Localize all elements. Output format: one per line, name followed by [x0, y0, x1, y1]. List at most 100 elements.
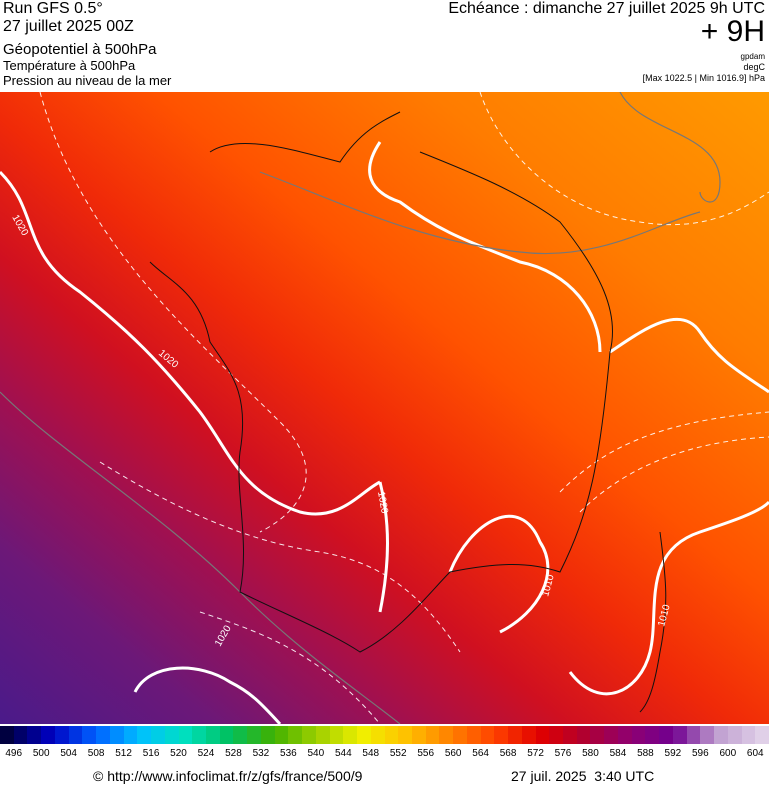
colorbar-label: 548 [362, 748, 380, 759]
colorbar-label: 532 [252, 748, 270, 759]
colorbar-label: 600 [719, 748, 737, 759]
colorbar-swatch [398, 726, 413, 744]
colorbar-label: 516 [142, 748, 160, 759]
colorbar-swatch [137, 726, 152, 744]
colorbar-label: 560 [444, 748, 462, 759]
layer: Température à 500hPa [3, 58, 136, 73]
map-overlay: 1020 1020 1020 1020 1010 1010 [0, 92, 769, 724]
colorbar-swatch [672, 726, 688, 744]
colorbar-swatch [411, 726, 427, 744]
colorbar-label: 540 [307, 748, 325, 759]
colorbar-swatch [604, 726, 619, 744]
colorbar-label: 604 [746, 748, 764, 759]
colorbar-swatch [27, 726, 42, 744]
colorbar-swatch [590, 726, 605, 744]
source-url[interactable]: © http://www.infoclimat.fr/z/gfs/france/… [93, 768, 363, 784]
colorbar-label: 504 [60, 748, 77, 759]
colorbar-label: 508 [87, 748, 105, 759]
colorbar-swatch [233, 726, 248, 744]
temperature-line [259, 171, 701, 255]
colorbar-swatch [727, 726, 743, 744]
colorbar-label: 536 [280, 748, 297, 759]
colorbar-swatch [439, 726, 454, 744]
colorbar-swatch [370, 726, 385, 744]
colorbar-swatch [288, 726, 303, 744]
colorbar-swatch [700, 726, 715, 744]
colorbar-swatch [96, 726, 111, 744]
unit: gpdam [740, 52, 765, 61]
isobar [378, 481, 389, 613]
colorbar-swatch [315, 726, 331, 744]
isobar [0, 170, 381, 516]
colorbar-swatch [302, 726, 317, 744]
colorbar-swatch [714, 726, 729, 744]
colorbar-swatch [178, 726, 193, 744]
colorbar-swatch [219, 726, 234, 744]
colorbar-label: 528 [225, 748, 242, 759]
colorbar-label: 592 [664, 748, 682, 759]
isobar [448, 514, 550, 634]
colorbar-swatch [192, 726, 207, 744]
colorbar-label: 576 [554, 748, 572, 759]
colorbar-swatch [425, 726, 440, 744]
isobar [368, 141, 602, 353]
colorbar-swatch [466, 726, 482, 744]
colorbar-label: 520 [170, 748, 187, 759]
colorbar-label: 564 [472, 748, 489, 759]
colorbar-swatch [274, 726, 289, 744]
colorbar-swatch [521, 726, 537, 744]
colorbar-swatch [576, 726, 591, 744]
colorbar-swatch [645, 726, 660, 744]
colorbar-swatch [563, 726, 578, 744]
colorbar-label: 524 [197, 748, 215, 759]
temperature-line [0, 391, 401, 724]
unit: [Max 1022.5 | Min 1016.9] hPa [642, 73, 765, 83]
layer: Pression au niveau de la mer [3, 73, 172, 88]
colorbar-swatch [13, 726, 28, 744]
colorbar-swatch [549, 726, 564, 744]
layer: Géopotentiel à 500hPa [3, 41, 157, 58]
contour-label: 1020 [213, 623, 234, 648]
colorbar-swatch [41, 726, 56, 744]
colorbar-swatch [0, 726, 15, 744]
colorbar-swatch [343, 726, 358, 744]
colorbar-label: 568 [499, 748, 517, 759]
colorbar-swatch [453, 726, 468, 744]
run: Run GFS 0.5° [3, 0, 103, 17]
temperature-line [619, 92, 721, 203]
colorbar-label: 500 [32, 748, 50, 759]
colorbar-label: 596 [691, 748, 709, 759]
colorbar-swatch [357, 726, 372, 744]
isobar [568, 500, 769, 696]
colorbar-swatch [659, 726, 674, 744]
colorbar-swatch [686, 726, 701, 744]
forecast: Echéance : dimanche 27 juillet 2025 9h U… [448, 0, 765, 17]
issued-time: 27 juil. 2025 3:40 UTC [511, 768, 655, 784]
colorbar-swatch [631, 726, 646, 744]
colorbar-swatch [494, 726, 509, 744]
isotherm [479, 92, 769, 226]
colorbar-swatch [384, 726, 399, 744]
colorbar-swatch [82, 726, 97, 744]
isotherm [39, 92, 307, 533]
isotherm [99, 461, 461, 653]
isotherm [559, 411, 769, 493]
colorbar-label: 580 [582, 748, 599, 759]
colorbar-label: 556 [417, 748, 435, 759]
colorbar-swatch [755, 726, 769, 744]
colorbar-label: 584 [609, 748, 627, 759]
isobar [609, 317, 769, 394]
isobar [133, 666, 282, 724]
isotherm [199, 611, 381, 724]
colorbar-swatch [247, 726, 262, 744]
corsica [639, 531, 667, 713]
colorbar-swatch [164, 726, 179, 744]
colorbar-swatch [54, 726, 70, 744]
contour-label: 1010 [540, 573, 556, 598]
colorbar-swatch [617, 726, 633, 744]
coastline [149, 111, 614, 653]
colorbar-swatch [205, 726, 221, 744]
colorbar-swatch [741, 726, 756, 744]
colorbar-label: 572 [527, 748, 544, 759]
